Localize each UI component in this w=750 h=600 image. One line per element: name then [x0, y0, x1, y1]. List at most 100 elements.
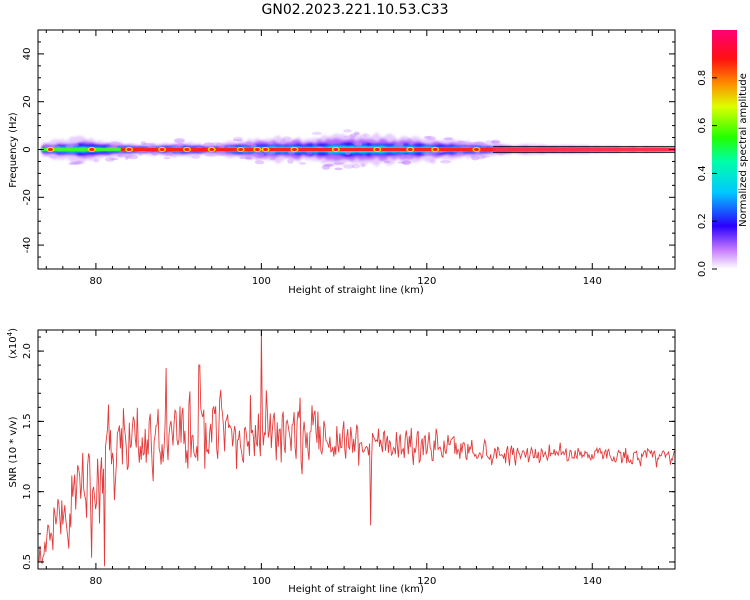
- spectrogram-speck: [68, 162, 79, 166]
- spectrogram-speck: [232, 139, 243, 142]
- snr-xlabel: Height of straight line (km): [288, 584, 424, 595]
- spectrogram-speck: [43, 145, 56, 149]
- spectrogram-speck: [426, 136, 436, 141]
- spectrogram-speck: [151, 151, 159, 156]
- x-tick-label: 80: [90, 576, 103, 587]
- y-tick-label: 0: [22, 146, 33, 152]
- spectrogram-speck: [322, 164, 334, 167]
- spectrogram-speck: [212, 142, 221, 145]
- spectrogram-speck: [333, 162, 345, 165]
- x-tick-label: 140: [583, 576, 602, 587]
- spectrogram-hotspot-core: [263, 147, 268, 152]
- spectrogram-speck: [215, 142, 224, 147]
- spectrogram-speck: [466, 142, 476, 145]
- spectrogram-speck: [480, 143, 488, 148]
- spectrogram-speck: [473, 141, 484, 144]
- colorbar-tick-label: 0.0: [697, 261, 708, 277]
- spectrogram-speck: [466, 144, 474, 149]
- spectrogram-hotspot-core: [89, 147, 95, 152]
- spectrogram-speck: [343, 129, 352, 133]
- spectrogram-speck: [473, 152, 480, 155]
- y-tick-label: 0.5: [22, 554, 33, 570]
- spectrogram-speck: [366, 139, 375, 143]
- y-tick-label: 1.5: [22, 413, 33, 429]
- colorbar-tick-label: 0.6: [697, 118, 708, 134]
- spectrogram-speck: [124, 155, 129, 160]
- spectrogram-speck: [171, 145, 184, 149]
- spectrogram-speck: [268, 141, 273, 145]
- spectrogram-hotspot-core: [47, 147, 53, 152]
- spectrogram-speck: [351, 163, 361, 169]
- spectrogram-speck: [239, 156, 252, 160]
- spectrogram-speck: [214, 150, 227, 156]
- spectrogram-speck: [343, 135, 356, 138]
- colorbar-tick-label: 0.8: [697, 70, 708, 86]
- spectrogram-speck: [109, 141, 121, 147]
- spectrogram-speck: [245, 141, 253, 146]
- spectrogram-hotspot-core: [126, 147, 132, 152]
- spectrogram-speck: [394, 143, 404, 148]
- spectrogram-speck: [349, 133, 357, 137]
- snr-line: [38, 330, 675, 567]
- spectrogram-speck: [334, 167, 343, 171]
- spectrogram-hotspot-core: [238, 147, 244, 152]
- spectrogram-speck: [150, 143, 155, 146]
- spectrogram-speck: [287, 159, 294, 164]
- y-tick-label: -20: [22, 189, 33, 205]
- spectrogram-speck: [384, 160, 391, 164]
- spectrogram-speck: [344, 150, 351, 156]
- spectrogram-speck: [202, 151, 215, 156]
- colorbar: 0.0 0.2 0.4 0.6 0.8 Normalized spectral ampl…: [697, 30, 749, 277]
- x-tick-label: 120: [417, 276, 436, 287]
- spectrogram-speck: [219, 144, 225, 149]
- spectrogram-speck: [65, 144, 74, 149]
- spectrogram-speck: [226, 144, 231, 149]
- spectrogram-speck: [401, 160, 412, 165]
- spectrogram-speck: [245, 154, 251, 160]
- spectrogram-speck: [163, 157, 171, 160]
- spectrogram-speck: [298, 162, 307, 165]
- spectrogram-speck: [409, 141, 414, 146]
- snr-ticks: 80 100 120 140 0.5 1.0 1.5 2.0: [22, 330, 676, 587]
- spectrogram-speck: [93, 158, 100, 163]
- spectrogram-speck: [456, 152, 464, 156]
- spectrogram-heatmap: [42, 129, 675, 171]
- spectrogram-speck: [443, 137, 454, 141]
- colorbar-ticks: 0.0 0.2 0.4 0.6 0.8: [697, 70, 717, 277]
- spectrogram-speck: [406, 138, 411, 142]
- snr-panel: 80 100 120 140 0.5 1.0 1.5 2.0 Height of straig…: [6, 328, 676, 595]
- colorbar-label: Normalized spectral amplitude: [738, 73, 749, 227]
- svg-text:(x104): (x104): [6, 328, 19, 359]
- spectrogram-speck: [400, 154, 412, 159]
- spectrogram-speck: [311, 131, 322, 135]
- spectrogram-speck: [420, 152, 432, 155]
- x-tick-label: 80: [90, 276, 103, 287]
- spectrogram-speck: [354, 142, 363, 147]
- spectrogram-speck: [362, 133, 370, 137]
- snr-ylabel: SNR (10 * v/v): [8, 416, 19, 487]
- spectrogram-speck: [458, 140, 466, 144]
- spectrogram-speck: [343, 164, 355, 169]
- spectrogram-speck: [260, 157, 271, 160]
- spectrogram-speck: [104, 157, 115, 162]
- spectrogram-hotspot-core: [374, 147, 380, 152]
- spectrogram-speck: [471, 155, 480, 161]
- spectrogram-speck: [279, 138, 287, 142]
- spectrogram-speck: [173, 137, 186, 143]
- spectrogram-speck: [402, 160, 411, 166]
- spectrogram-speck: [397, 161, 407, 164]
- spectrogram-speck: [77, 155, 85, 158]
- spectrogram-speck: [377, 158, 389, 161]
- y-tick-label: 1.0: [22, 484, 33, 500]
- spectrogram-speck: [306, 150, 313, 155]
- spectrogram-speck: [253, 151, 265, 157]
- spectrogram-panel: 80 100 120 140 40 20 0 -20 -40 Height of straigh…: [8, 29, 676, 296]
- y-tick-label: 2.0: [22, 343, 33, 359]
- spectrogram-speck: [316, 138, 323, 142]
- spectrogram-speck: [85, 154, 98, 158]
- spectrogram-speck: [327, 152, 333, 155]
- snr-multiplier: (x104): [6, 328, 19, 359]
- spectrogram-hotspot-core: [291, 147, 297, 152]
- x-tick-label: 120: [417, 576, 436, 587]
